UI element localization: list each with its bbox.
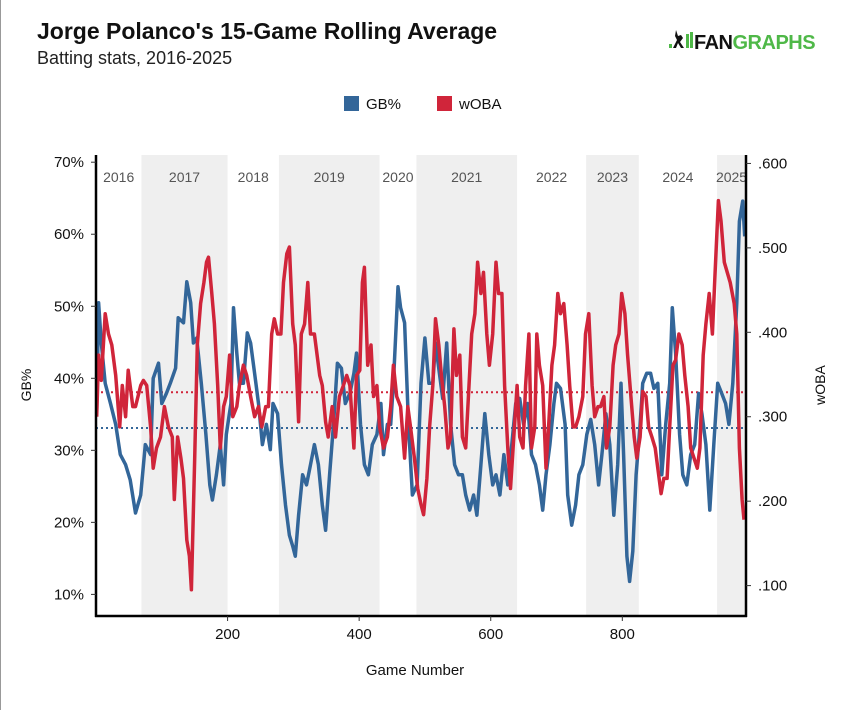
fangraphs-logo: FANGRAPHS <box>668 30 816 55</box>
left-tick-label: 50% <box>54 298 84 315</box>
logo-text-graphs: GRAPHS <box>732 32 816 54</box>
season-label: 2024 <box>662 169 693 185</box>
left-tick-label: 60% <box>54 226 84 243</box>
chart-subtitle: Batting stats, 2016-2025 <box>37 48 233 68</box>
chart-title: Jorge Polanco's 15-Game Rolling Average <box>37 18 498 44</box>
season-label: 2025 <box>716 169 747 185</box>
right-tick-label: .600 <box>758 155 787 172</box>
legend-swatch-woba <box>437 96 452 111</box>
left-tick-label: 40% <box>54 370 84 387</box>
left-axis-label: GB% <box>18 369 34 402</box>
legend-label-woba: wOBA <box>458 96 502 113</box>
left-tick-label: 70% <box>54 154 84 171</box>
right-tick-label: .500 <box>758 240 787 257</box>
batter-silhouette-icon <box>669 30 693 48</box>
season-label: 2018 <box>238 169 269 185</box>
x-tick-label: 800 <box>610 626 635 643</box>
left-tick-label: 10% <box>54 586 84 603</box>
right-tick-label: .400 <box>758 324 787 341</box>
legend-label-gb: GB% <box>366 96 401 113</box>
season-label: 2020 <box>382 169 413 185</box>
x-tick-label: 400 <box>347 626 372 643</box>
season-label: 2022 <box>536 169 567 185</box>
season-label: 2017 <box>169 169 200 185</box>
left-tick-label: 30% <box>54 442 84 459</box>
logo-text-fan: FAN <box>694 32 733 54</box>
right-tick-label: .200 <box>758 493 787 510</box>
x-tick-label: 200 <box>215 626 240 643</box>
left-tick-label: 20% <box>54 514 84 531</box>
right-tick-label: .100 <box>758 578 787 595</box>
legend-swatch-gb <box>344 96 359 111</box>
x-axis-label: Game Number <box>366 662 464 679</box>
season-label: 2019 <box>314 169 345 185</box>
season-band-2017 <box>141 155 228 616</box>
x-tick-label: 600 <box>478 626 503 643</box>
right-tick-label: .300 <box>758 409 787 426</box>
season-label: 2023 <box>597 169 628 185</box>
woba-series-line <box>94 198 746 592</box>
season-label: 2021 <box>451 169 482 185</box>
window-edge <box>0 0 1 710</box>
season-label: 2016 <box>103 169 134 185</box>
right-axis-label: wOBA <box>812 365 828 406</box>
